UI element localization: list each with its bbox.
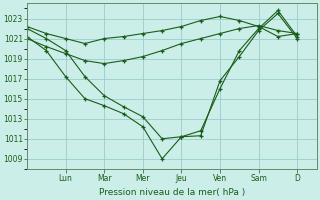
X-axis label: Pression niveau de la mer( hPa ): Pression niveau de la mer( hPa ) <box>99 188 245 197</box>
